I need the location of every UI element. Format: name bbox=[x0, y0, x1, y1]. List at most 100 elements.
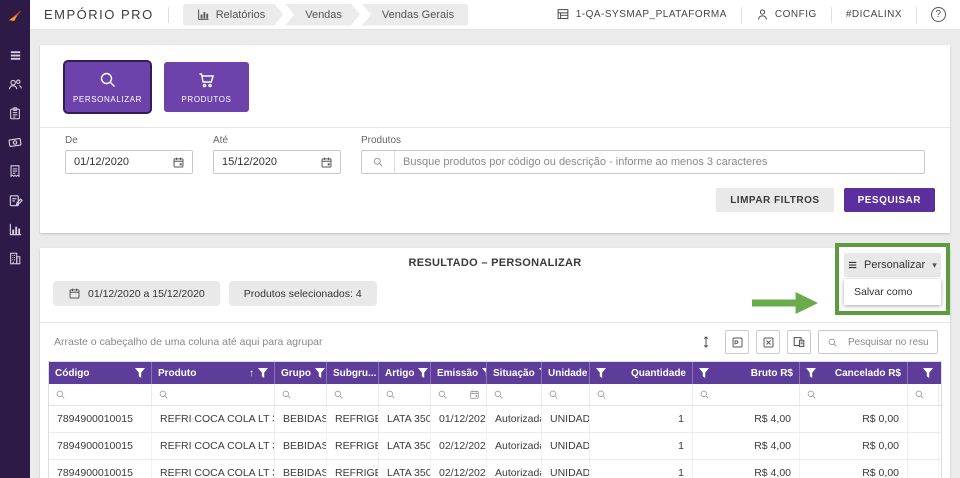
config-label: CONFIG bbox=[774, 9, 817, 20]
column-header-grupo[interactable]: Grupo bbox=[275, 362, 327, 384]
config-button[interactable]: CONFIG bbox=[740, 6, 831, 23]
search-icon bbox=[700, 390, 709, 399]
cell-cancelado: R$ 0,00 bbox=[800, 433, 908, 459]
cell-produto: REFRI COCA COLA LT 350ML bbox=[152, 460, 275, 478]
filter-icon[interactable] bbox=[135, 368, 145, 378]
column-header-artigo[interactable]: Artigo bbox=[379, 362, 431, 384]
breadcrumb-label: Relatórios bbox=[215, 8, 266, 21]
export-pdf-button[interactable] bbox=[725, 330, 749, 354]
breadcrumb: Relatórios Vendas Vendas Gerais bbox=[183, 3, 470, 26]
date-from-input[interactable] bbox=[66, 156, 165, 168]
date-to-input[interactable] bbox=[214, 156, 313, 168]
filter-cell-produto[interactable] bbox=[152, 384, 275, 405]
column-header-bruto[interactable]: Bruto R$ bbox=[693, 362, 800, 384]
filter-cell-emissao[interactable] bbox=[431, 384, 487, 405]
column-header-quantidade[interactable]: Quantidade bbox=[590, 362, 693, 384]
selected-products-chip[interactable]: Produtos selecionados: 4 bbox=[228, 281, 377, 306]
users-icon bbox=[8, 78, 22, 89]
filter-icon[interactable] bbox=[596, 368, 606, 378]
app-logo[interactable] bbox=[0, 0, 30, 30]
breadcrumb-vendas-gerais[interactable]: Vendas Gerais bbox=[361, 3, 469, 26]
clear-filters-button[interactable]: LIMPAR FILTROS bbox=[716, 188, 834, 212]
sidebar-item-notas[interactable] bbox=[2, 162, 28, 180]
result-search-input[interactable] bbox=[840, 336, 937, 348]
help-button[interactable]: ? bbox=[916, 6, 960, 23]
breadcrumb-relatorios[interactable]: Relatórios bbox=[183, 4, 284, 26]
column-header-extra[interactable] bbox=[908, 362, 939, 384]
filter-cell-subgrupo[interactable] bbox=[327, 384, 379, 405]
filter-icon[interactable] bbox=[315, 368, 325, 378]
table-row[interactable]: 7894900010015 REFRI COCA COLA LT 350ML B… bbox=[49, 406, 941, 433]
export-excel-button[interactable] bbox=[756, 330, 780, 354]
column-resize-button[interactable] bbox=[694, 330, 718, 354]
filter-icon[interactable] bbox=[482, 368, 487, 378]
column-header-codigo[interactable]: Código bbox=[49, 362, 152, 384]
column-chooser-button[interactable] bbox=[787, 330, 811, 354]
search-button[interactable]: PESQUISAR bbox=[843, 188, 935, 212]
export-excel-icon bbox=[763, 337, 773, 347]
calendar-icon bbox=[69, 288, 80, 299]
table-row[interactable]: 7894900010015 REFRI COCA COLA LT 350ML B… bbox=[49, 460, 941, 478]
filter-actions: LIMPAR FILTROS PESQUISAR bbox=[40, 174, 950, 212]
filter-cell-extra[interactable] bbox=[908, 384, 939, 405]
calendar-icon[interactable] bbox=[313, 156, 340, 169]
produtos-tile-button[interactable]: PRODUTOS bbox=[164, 62, 249, 112]
dicalinx-link[interactable]: #DICALINX bbox=[830, 6, 916, 23]
filter-icon[interactable] bbox=[418, 368, 429, 378]
expand-vertical-icon bbox=[703, 336, 709, 348]
sidebar-item-menu[interactable] bbox=[2, 46, 28, 64]
sort-ascending-icon[interactable]: ↑ bbox=[249, 367, 254, 379]
table-row[interactable]: 7894900010015 REFRI COCA COLA LT 350ML B… bbox=[49, 433, 941, 460]
save-as-menu-item[interactable]: Salvar como bbox=[854, 286, 913, 298]
cell-artigo: LATA 350... bbox=[379, 406, 431, 432]
column-header-unidade[interactable]: Unidade bbox=[542, 362, 590, 384]
filter-icon[interactable] bbox=[923, 368, 933, 378]
cell-codigo: 7894900010015 bbox=[49, 460, 152, 478]
personalize-dropdown-button[interactable]: ≡ Personalizar ▾ bbox=[844, 253, 941, 277]
filter-cell-codigo[interactable] bbox=[49, 384, 152, 405]
filter-cell-situacao[interactable] bbox=[487, 384, 542, 405]
breadcrumb-label: Vendas bbox=[305, 8, 342, 21]
bar-chart-icon bbox=[197, 8, 210, 21]
filter-cell-cancelado[interactable] bbox=[800, 384, 908, 405]
filter-cell-grupo[interactable] bbox=[275, 384, 327, 405]
products-search-input[interactable] bbox=[395, 156, 924, 168]
sidebar-item-financeiro[interactable] bbox=[2, 133, 28, 151]
sidebar-item-relatorios[interactable] bbox=[2, 220, 28, 238]
filter-icon[interactable] bbox=[258, 368, 268, 378]
cell-bruto: R$ 4,00 bbox=[693, 460, 800, 478]
cart-icon bbox=[199, 73, 215, 88]
cell-unidade: UNIDADE bbox=[542, 433, 590, 459]
filter-cell-quantidade[interactable] bbox=[590, 384, 693, 405]
environment-selector[interactable]: 1-QA-SYSMAP_PLATAFORMA bbox=[542, 7, 741, 23]
cell-extra bbox=[908, 433, 939, 459]
cell-grupo: BEBIDAS ... bbox=[275, 406, 327, 432]
sidebar-item-empresa[interactable] bbox=[2, 249, 28, 267]
column-header-cancelado[interactable]: Cancelado R$ bbox=[800, 362, 908, 384]
date-range-chip[interactable]: 01/12/2020 a 15/12/2020 bbox=[53, 281, 220, 306]
personalizar-tile-button[interactable]: PERSONALIZAR bbox=[65, 62, 150, 112]
calendar-icon[interactable] bbox=[165, 156, 192, 169]
filter-cell-unidade[interactable] bbox=[542, 384, 590, 405]
sidebar-item-cadastro[interactable] bbox=[2, 104, 28, 122]
filter-cell-artigo[interactable] bbox=[379, 384, 431, 405]
cell-grupo: BEBIDAS ... bbox=[275, 460, 327, 478]
sidebar-item-clientes[interactable] bbox=[2, 75, 28, 93]
breadcrumb-vendas[interactable]: Vendas bbox=[285, 4, 360, 26]
cell-grupo: BEBIDAS ... bbox=[275, 433, 327, 459]
mode-tiles: PERSONALIZAR PRODUTOS bbox=[40, 45, 950, 112]
sidebar-item-pedidos[interactable] bbox=[2, 191, 28, 209]
filter-icon[interactable] bbox=[538, 368, 542, 378]
filter-cell-bruto[interactable] bbox=[693, 384, 800, 405]
filter-icon[interactable] bbox=[806, 368, 816, 378]
result-search-box bbox=[818, 330, 938, 354]
filter-icon[interactable] bbox=[699, 368, 709, 378]
column-header-subgrupo[interactable]: Subgru... bbox=[327, 362, 379, 384]
brand-name: EMPÓRIO PRO bbox=[44, 7, 154, 22]
selected-products-label: Produtos selecionados: 4 bbox=[243, 287, 362, 300]
search-icon bbox=[362, 151, 395, 173]
column-header-situacao[interactable]: Situação bbox=[487, 362, 542, 384]
column-header-produto[interactable]: Produto ↑ bbox=[152, 362, 275, 384]
column-header-emissao[interactable]: Emissão bbox=[431, 362, 487, 384]
calendar-icon[interactable] bbox=[469, 389, 480, 400]
